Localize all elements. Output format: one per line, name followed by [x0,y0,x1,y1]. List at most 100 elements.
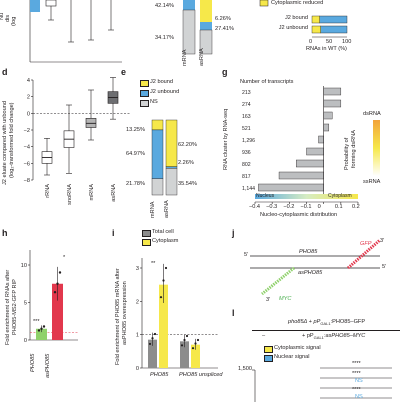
data-point [40,327,43,330]
hbar-segment [319,15,348,24]
panel-d-ylabel: J2 eluate compared with unbound [2,101,8,185]
panel-g-prob: forming dsRNA [351,130,357,168]
x-tick-label: 0.2 [352,204,360,210]
pct-label: 62.20% [178,142,197,148]
hbar-segment [311,15,320,24]
legend-swatch-j2-bound [140,80,149,87]
sig-marker: **** [352,387,361,393]
y-tick-label: 4 [27,78,30,84]
sig-marker: *** [33,319,40,325]
strand-end: 5′ [244,252,249,258]
top-mid-bar1-seg [183,0,195,10]
panel-label-i: i [112,228,115,238]
sig-marker: * [63,255,66,261]
panel-g-ds: dsRNA [363,111,381,117]
pct-label: 2.26% [178,160,194,166]
y-tick-label: −8 [24,178,30,184]
pct-label: 35.54% [178,181,197,187]
panel-g-prob: Probability of [344,137,350,170]
legend-label: J2 bound [150,79,174,85]
stack-segment [151,129,164,179]
panel-h-xcat: asPHO85 [45,353,51,378]
panel-i-ylabel: asPHO85 overexpression [122,281,128,345]
hbar-tick: 100 [342,39,352,45]
stack-segment [165,168,178,196]
hbar-segment [311,25,321,34]
cluster-count: 802 [242,162,251,168]
cluster-bar [318,135,324,144]
top-box-1 [45,0,57,7]
panel-label-g: g [222,67,228,77]
bar [36,328,47,340]
panel-label-e: e [121,67,127,77]
x-category-label: asRNA [111,184,117,202]
strand-end: 3′ [380,238,385,244]
data-point [191,347,195,350]
y-tick-label: 0 [27,111,30,117]
panel-e-xcat: mRNA [150,201,156,218]
x-category-label: mRNA [89,184,95,201]
cluster-bar [323,123,330,132]
panel-i-xcat: PHO85 unspliced [179,372,223,378]
data-point [183,338,186,342]
panel-label-l: l [232,308,235,318]
data-point [159,296,163,299]
panel-label-d: d [2,67,8,77]
sig-marker: **** [352,371,361,377]
cluster-count: 213 [242,90,251,96]
y-tick-label: 3 [136,266,139,272]
legend-label: Cytoplasmic signal [274,345,321,351]
y-tick-label: 0 [24,338,27,344]
x-category-label: snoRNA [67,184,73,205]
data-point [58,271,62,274]
y-tick-label: −6 [24,161,30,167]
hbar-tick: 50 [326,39,333,45]
stack-segment [151,119,164,131]
panel-e-stacked [151,119,178,196]
pho85-label: PHO85 [299,249,318,255]
hbar-label: J2 unbound [278,25,308,31]
cluster-bar [306,147,324,156]
bar [191,344,200,368]
nucleo-cyto-colorbar [255,194,358,199]
panel-i-xcat: PHO85 [150,372,169,378]
myc-label: MYC [279,296,292,302]
panel-h-ylabel: Fold enrichment of RNAs after [5,269,11,345]
data-point [185,334,189,338]
stack-segment [151,178,164,196]
data-point [37,329,41,332]
panel-h-xcat: PHO85 [30,353,36,372]
pct-label: 13.25% [126,127,145,133]
pct-label: 6.26% [215,16,231,22]
legend-swatch-cytoplasm [142,239,151,246]
sig-marker: ** [151,261,156,267]
legend-label: NS [150,99,158,105]
panel-i-chart: 0 1 2 3 [136,258,218,372]
data-point [151,337,154,340]
top-mid-bar2-seg [199,29,213,55]
data-point [194,342,197,345]
legend-label: Nuclear signal [274,354,310,360]
panel-l-plus: + pPGAL1:asPHO85–MYC [302,333,366,341]
panel-g-xlabel: Nucleo-cytoplasmic distribution [260,212,338,218]
stack-segment [165,166,178,169]
cluster-bar [295,159,324,168]
legend-swatch-cytoplasmic-signal [264,346,273,353]
panel-g-chart: 213 274 163 521 1,296 936 802 817 1,144 [242,86,359,204]
gfp-label: GFP [360,241,372,247]
panel-g-ylabel: RNA cluster by RNA-seq [223,108,229,170]
data-point [196,338,200,342]
panel-g-ss: ssRNA [363,179,381,185]
top-xcat: asRNA [199,48,205,66]
pct-label: 27.41% [215,26,234,32]
cluster-bar [258,183,324,192]
x-tick-label: −0.1 [300,204,312,210]
pct-label: 64.97% [126,151,145,157]
x-tick-label: −0.4 [249,204,261,210]
hbar-chart [311,15,348,38]
bar [180,341,189,368]
ns-marker: NS [355,394,363,400]
panel-l-rule [252,330,400,331]
strand-end: 3′ [266,297,271,303]
legend-cyto-reduced: Cytoplasmic reduced [271,0,324,6]
